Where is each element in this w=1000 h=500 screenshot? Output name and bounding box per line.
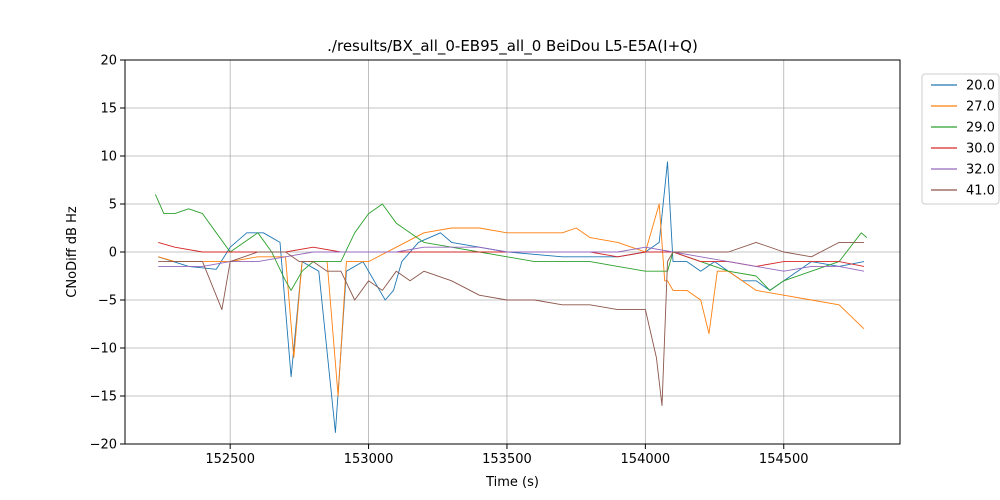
series-line-32-0 <box>158 246 865 272</box>
y-tick-label: 10 <box>100 150 117 165</box>
chart-title: ./results/BX_all_0-EB95_all_0 BeiDou L5-… <box>327 37 698 56</box>
legend-label: 41.0 <box>966 184 995 199</box>
x-axis: 152500 153000 153500 154000 154500 <box>205 444 809 467</box>
x-axis-title: Time (s) <box>485 475 539 490</box>
series-line-29-0 <box>154 194 868 291</box>
y-axis: −20 −15 −10 −5 0 5 10 15 20 <box>90 54 125 453</box>
y-tick-label: 15 <box>100 102 117 117</box>
series-line-41-0 <box>158 241 864 407</box>
y-tick-label: 0 <box>109 246 117 261</box>
y-axis-title: CNoDiff dB Hz <box>65 206 80 298</box>
y-tick-label: 5 <box>109 198 117 213</box>
y-tick-label: −15 <box>90 390 117 405</box>
legend-label: 29.0 <box>966 121 995 136</box>
legend-label: 27.0 <box>966 100 995 115</box>
x-tick-label: 154500 <box>759 452 809 467</box>
y-tick-label: −20 <box>90 438 117 453</box>
y-tick-label: −10 <box>90 342 117 357</box>
y-tick-label: 20 <box>100 54 117 69</box>
series-group <box>154 161 868 433</box>
x-tick-label: 154000 <box>621 452 671 467</box>
x-tick-label: 153000 <box>344 452 394 467</box>
x-tick-label: 152500 <box>205 452 255 467</box>
legend-label: 20.0 <box>966 79 995 94</box>
y-tick-label: −5 <box>98 294 117 309</box>
x-tick-label: 153500 <box>482 452 532 467</box>
series-line-27-0 <box>158 203 865 397</box>
legend-label: 30.0 <box>966 142 995 157</box>
legend: 20.0 27.0 29.0 30.0 32.0 41.0 <box>921 73 1000 205</box>
legend-label: 32.0 <box>966 163 995 178</box>
series-line-20-0 <box>158 161 865 433</box>
